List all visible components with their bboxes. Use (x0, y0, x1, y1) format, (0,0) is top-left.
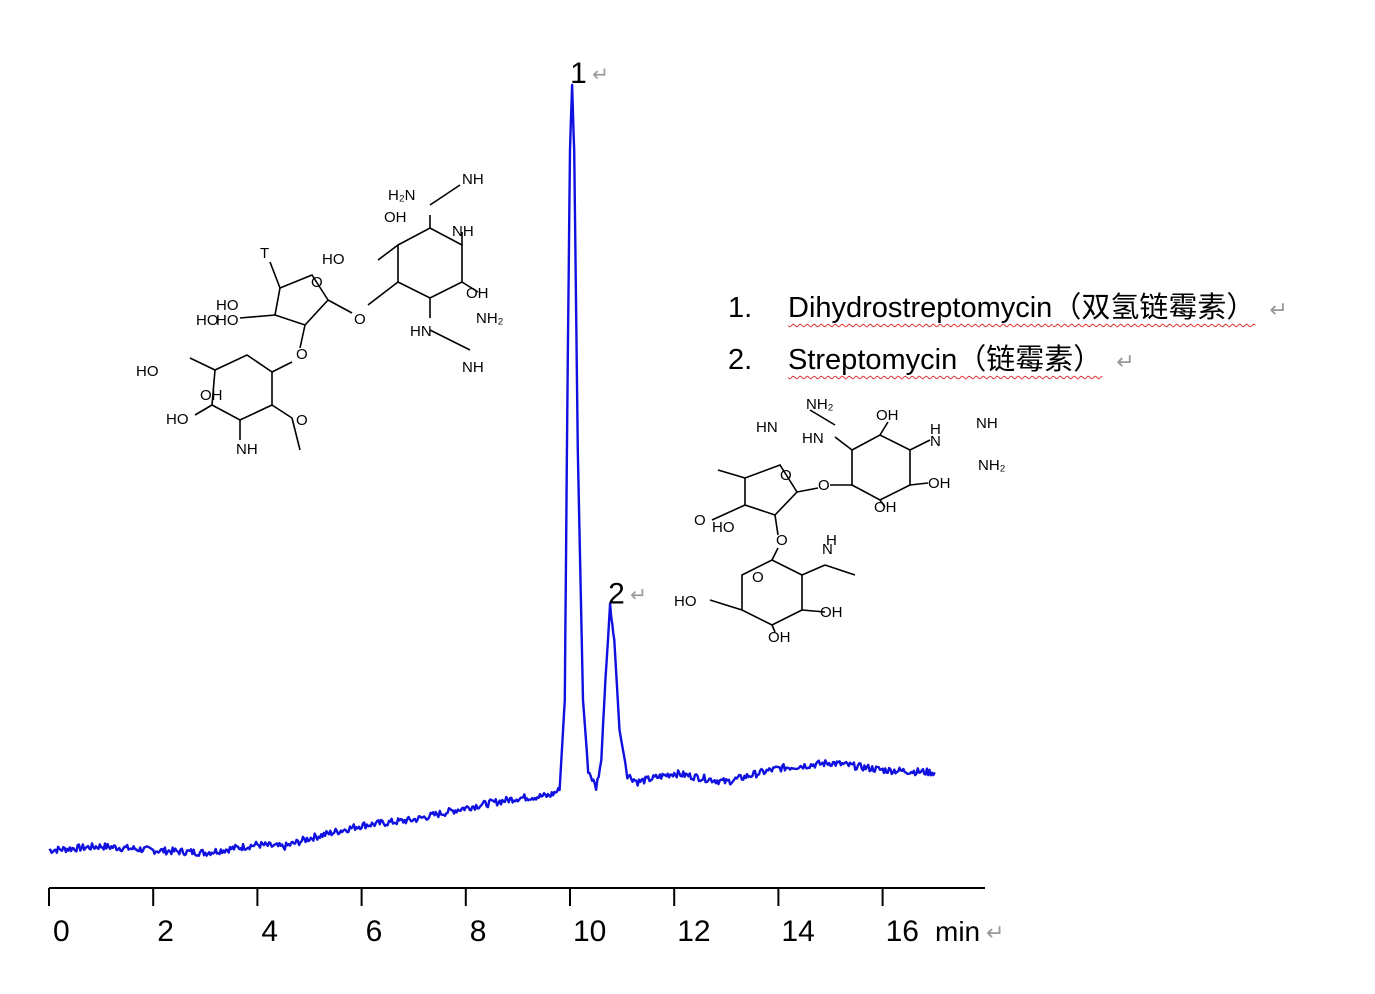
atom-label: OH (874, 499, 897, 516)
x-tick-label: 10 (573, 915, 606, 948)
atom-label: H (930, 421, 941, 438)
atom-label: OH (820, 604, 843, 621)
legend-name: Streptomycin (788, 344, 958, 376)
atom-label: O (818, 477, 830, 494)
atom-label: HO (166, 411, 189, 428)
atom-label: O (354, 311, 366, 328)
chromatogram-trace (48, 83, 936, 857)
atom-label: OH (928, 475, 951, 492)
atom-label: O (776, 532, 788, 549)
atom-label: HO (712, 519, 735, 536)
x-tick-label: 8 (470, 915, 487, 948)
x-tick-label: 14 (781, 915, 814, 948)
legend-number: 2. (728, 344, 753, 376)
atom-label: O (780, 467, 792, 484)
return-mark: ↵ (1116, 349, 1135, 374)
legend-number: 1. (728, 292, 753, 324)
legend-name-cn: （双氢链霉素） (1052, 292, 1256, 324)
x-tick-label: 6 (366, 915, 383, 948)
peak-label: 2 (608, 577, 625, 610)
structure-dihydrostreptomycin (189, 184, 479, 451)
atom-label: NH (236, 441, 258, 458)
atom-label: O (311, 274, 323, 291)
atom-label: HN (802, 430, 824, 447)
x-tick-label: 2 (157, 915, 174, 948)
atom-label: OH (384, 209, 407, 226)
x-axis-unit: min (935, 916, 980, 947)
legend-name: Dihydrostreptomycin (788, 292, 1053, 324)
return-mark: ↵ (630, 584, 647, 606)
atom-label: HO (136, 363, 159, 380)
atom-label: O (296, 346, 308, 363)
legend-item-1: 1. Dihydrostreptomycin（双氢链霉素） ↵ (728, 284, 1288, 326)
legend-item-2: 2. Streptomycin（链霉素） ↵ (728, 336, 1135, 378)
atom-label: NH (976, 415, 998, 432)
atom-label: O (694, 512, 706, 529)
atom-label: OH (768, 629, 791, 646)
x-tick-label: 12 (677, 915, 710, 948)
x-tick-label: 0 (53, 915, 70, 948)
atom-label: NH₂ (806, 396, 834, 413)
legend-name-cn: （链霉素） (957, 344, 1103, 376)
atom-label: NH₂ (978, 457, 1006, 474)
atom-label: H (826, 532, 837, 549)
atom-label: H₂N (388, 187, 416, 204)
atom-label: HN (410, 323, 432, 340)
atom-label: NH₂ (476, 310, 504, 327)
atom-label: O (752, 569, 764, 586)
atom-label: NH (462, 171, 484, 188)
atom-label: HO (216, 297, 239, 314)
atom-label: OH (200, 387, 223, 404)
atom-label: OH (466, 285, 489, 302)
atom-label: N (930, 433, 941, 450)
return-mark: ↵ (1269, 297, 1288, 322)
atom-label: OH (876, 407, 899, 424)
atom-label: O (296, 412, 308, 429)
return-mark: ↵ (592, 64, 609, 86)
atom-label: HO (322, 251, 345, 268)
atom-label: HO (216, 312, 239, 329)
structure-streptomycin (709, 409, 931, 633)
atom-label: HO (196, 312, 219, 329)
peak-label: 1 (570, 57, 587, 90)
atom-label: N (822, 541, 833, 558)
atom-label: NH (462, 359, 484, 376)
atom-label: T (260, 245, 269, 262)
x-tick-label: 4 (261, 915, 278, 948)
x-tick-label: 16 (886, 915, 919, 948)
atom-label: HN (756, 419, 778, 436)
atom-label: HO (674, 593, 697, 610)
atom-label: NH (452, 223, 474, 240)
return-mark: ↵ (986, 920, 1004, 945)
